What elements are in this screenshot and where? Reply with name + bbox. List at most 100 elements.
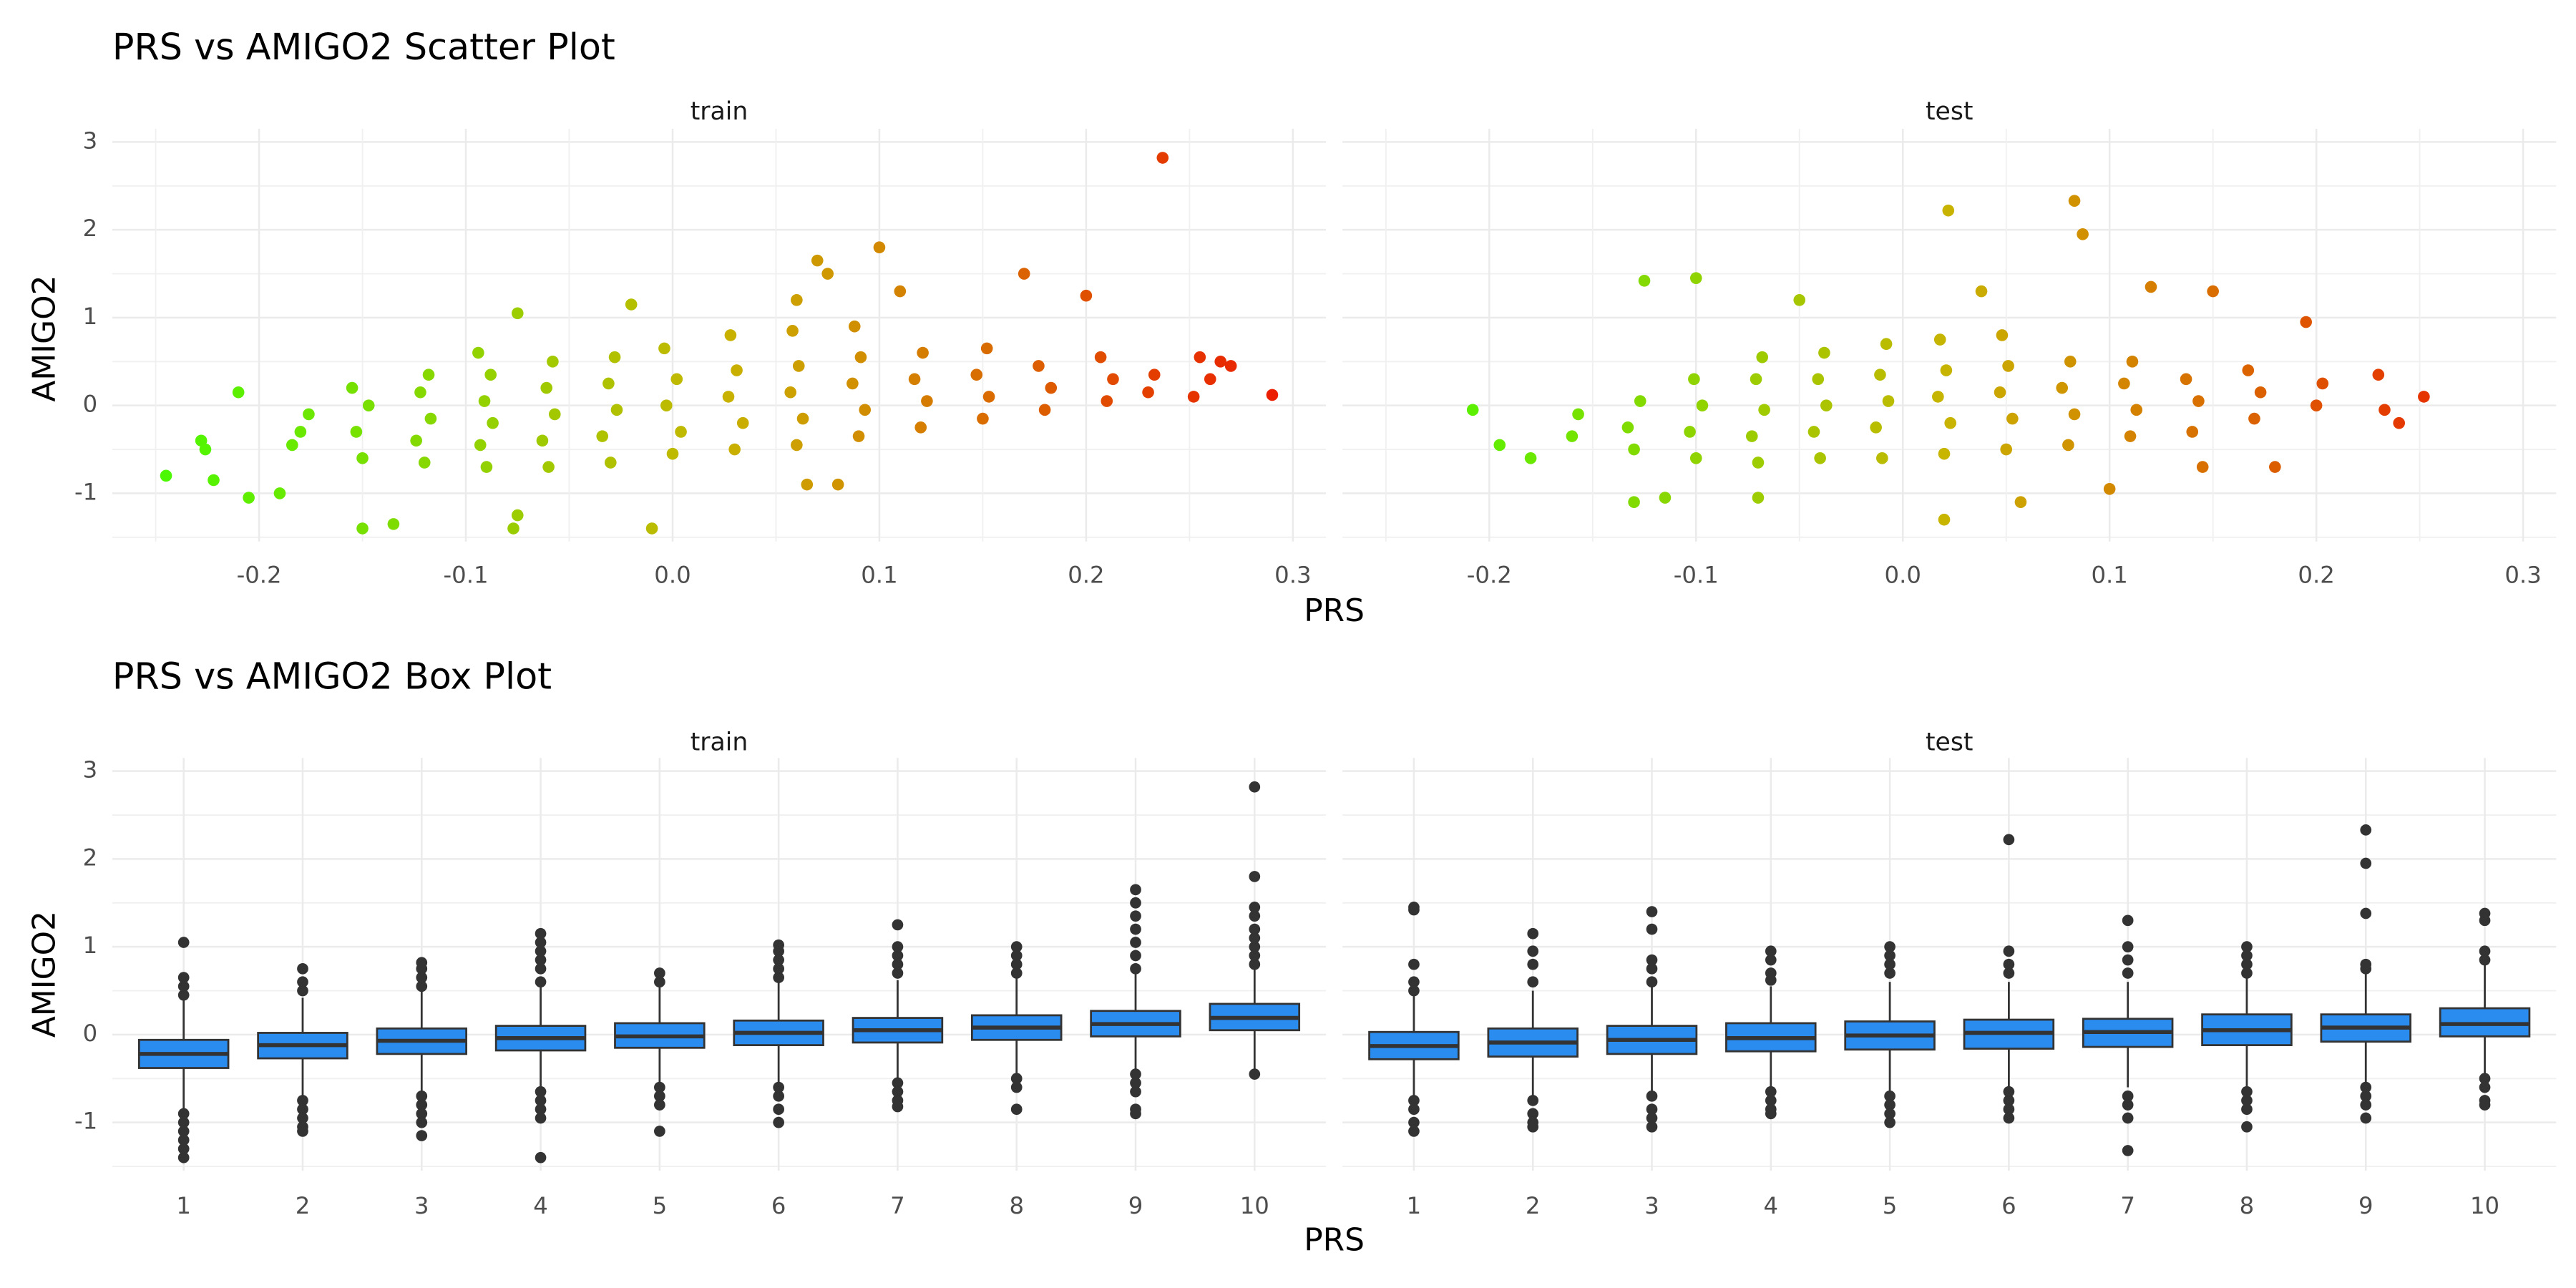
outlier bbox=[773, 939, 784, 951]
point bbox=[511, 509, 524, 522]
x-tick-label: 1 bbox=[1407, 1192, 1422, 1219]
point bbox=[722, 391, 735, 403]
point bbox=[2014, 496, 2027, 508]
y-tick-label: 2 bbox=[83, 844, 98, 871]
outlier bbox=[2479, 954, 2491, 966]
outlier bbox=[1249, 932, 1261, 944]
point bbox=[791, 294, 803, 306]
outlier bbox=[1130, 1085, 1141, 1098]
outlier bbox=[1010, 1103, 1023, 1116]
x-tick-label: 8 bbox=[1009, 1192, 1024, 1219]
point bbox=[2145, 280, 2157, 293]
outlier bbox=[1646, 976, 1658, 988]
point bbox=[1818, 346, 1830, 359]
outlier bbox=[1249, 941, 1261, 952]
outlier bbox=[1527, 1121, 1539, 1133]
point bbox=[1938, 447, 1951, 460]
outlier bbox=[1130, 1077, 1141, 1089]
x-tick-label: 4 bbox=[533, 1192, 548, 1219]
point bbox=[831, 478, 844, 491]
outlier bbox=[416, 1090, 428, 1102]
outlier bbox=[416, 1108, 428, 1120]
point bbox=[1696, 399, 1709, 411]
outlier bbox=[1130, 923, 1141, 935]
outlier bbox=[297, 1112, 308, 1124]
x-tick-label: 0.2 bbox=[2298, 561, 2334, 588]
y-tick-label: 0 bbox=[83, 391, 98, 418]
point bbox=[1942, 204, 1955, 217]
x-tick-label: 5 bbox=[653, 1192, 668, 1219]
outlier bbox=[2479, 1081, 2491, 1093]
outlier bbox=[1249, 923, 1261, 935]
point bbox=[424, 412, 437, 425]
outlier bbox=[2003, 945, 2015, 957]
x-tick-label: 10 bbox=[1240, 1192, 1269, 1219]
outlier bbox=[535, 976, 547, 988]
y-tick-label: -1 bbox=[74, 478, 97, 505]
point bbox=[1214, 355, 1227, 368]
point bbox=[1572, 408, 1584, 421]
chart-title: PRS vs AMIGO2 Scatter Plot bbox=[112, 26, 615, 68]
point bbox=[350, 426, 363, 438]
point bbox=[854, 351, 867, 364]
point bbox=[1758, 404, 1770, 416]
point bbox=[1204, 373, 1216, 386]
outlier bbox=[416, 957, 428, 969]
x-tick-label: 0.0 bbox=[654, 561, 691, 588]
point bbox=[199, 443, 212, 456]
point bbox=[608, 351, 621, 364]
outlier bbox=[2479, 1099, 2491, 1111]
outlier bbox=[2360, 907, 2372, 919]
x-tick-label: 10 bbox=[2470, 1192, 2499, 1219]
outlier bbox=[2360, 1099, 2372, 1111]
point bbox=[894, 285, 907, 298]
point bbox=[852, 430, 865, 442]
point bbox=[414, 386, 426, 399]
outlier bbox=[654, 967, 665, 979]
point bbox=[1018, 268, 1030, 280]
point bbox=[1659, 492, 1672, 504]
outlier bbox=[654, 976, 665, 988]
point bbox=[811, 254, 824, 267]
point bbox=[670, 373, 683, 386]
point bbox=[2196, 461, 2209, 473]
x-tick-label: -0.2 bbox=[1467, 561, 1512, 588]
x-tick-label: 5 bbox=[1883, 1192, 1898, 1219]
outlier bbox=[535, 1103, 547, 1116]
point bbox=[1621, 421, 1634, 434]
point bbox=[540, 381, 553, 394]
outlier bbox=[1130, 937, 1141, 948]
outlier bbox=[2241, 967, 2253, 979]
point bbox=[474, 439, 487, 452]
point bbox=[786, 325, 799, 337]
outlier bbox=[535, 937, 547, 948]
point bbox=[917, 346, 929, 359]
point bbox=[728, 443, 741, 456]
outlier bbox=[654, 1090, 665, 1102]
point bbox=[736, 416, 749, 429]
point bbox=[1689, 452, 1702, 464]
outlier bbox=[177, 1116, 190, 1128]
outlier bbox=[2360, 1112, 2372, 1124]
point bbox=[604, 457, 617, 469]
point bbox=[1148, 369, 1161, 381]
outlier bbox=[1646, 962, 1658, 975]
point bbox=[303, 408, 315, 421]
point bbox=[1038, 404, 1051, 416]
outlier bbox=[2479, 907, 2491, 919]
point bbox=[273, 487, 286, 499]
outlier bbox=[2241, 1121, 2253, 1133]
point bbox=[1812, 373, 1825, 386]
point bbox=[873, 241, 886, 254]
outlier bbox=[535, 1095, 547, 1106]
point bbox=[2103, 482, 2116, 495]
outlier bbox=[1130, 884, 1141, 896]
point bbox=[1689, 272, 1702, 284]
point bbox=[542, 461, 555, 473]
outlier bbox=[1765, 1108, 1777, 1120]
point bbox=[2248, 412, 2260, 425]
outlier bbox=[1884, 941, 1896, 952]
outlier bbox=[1646, 1121, 1658, 1133]
point bbox=[596, 430, 609, 442]
outlier bbox=[2122, 967, 2134, 979]
